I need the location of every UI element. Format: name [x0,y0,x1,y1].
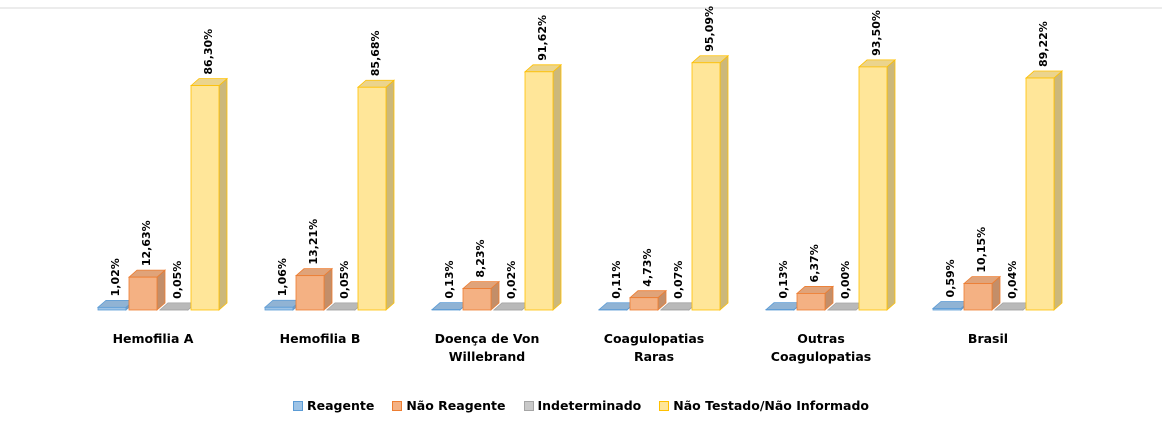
legend-item: Reagente [293,398,374,413]
bar [356,79,396,311]
data-label: 0,05% [171,261,184,299]
x-tick-label: Doença de Von Willebrand [434,331,540,364]
data-label: 0,05% [338,261,351,299]
data-label: 1,06% [276,258,289,296]
bar [690,54,730,311]
legend-swatch [659,400,670,411]
bar [931,300,971,311]
data-label: 0,07% [672,261,685,299]
bar-side [218,77,228,311]
legend-label: Não Testado/Não Informado [673,398,869,413]
data-label: 0,13% [443,260,456,298]
legend-item: Não Reagente [392,398,506,413]
bar-front [357,86,387,311]
bar [523,63,563,311]
bar-side [719,54,729,311]
bar-front [462,288,492,311]
bar [826,302,866,311]
bar [263,299,303,311]
bar [628,289,668,311]
data-label: 13,21% [307,219,320,265]
bar-top [764,302,804,311]
data-label: 1,02% [109,258,122,296]
legend-label: Reagente [307,398,375,413]
data-label: 6,37% [808,244,821,282]
bar-front [264,306,294,311]
bar-front [295,275,325,311]
bar [795,285,835,311]
x-tick-label: Hemofilia B [279,331,361,346]
data-label: 89,22% [1037,21,1050,67]
legend-label: Não Reagente [406,398,506,413]
legend-swatch [392,400,403,411]
data-label: 10,15% [975,227,988,273]
x-tick-label: Hemofilia A [112,331,194,346]
bar [962,275,1002,311]
data-label: 0,00% [839,261,852,299]
data-label: 85,68% [369,30,382,76]
bar-front [629,297,659,311]
bar [597,301,637,311]
data-label: 0,04% [1006,261,1019,299]
bar-front [858,66,888,311]
data-label: 0,13% [777,260,790,298]
bar [325,301,365,311]
bar-top [993,302,1033,311]
bar [993,302,1033,311]
legend-swatch [293,400,304,411]
data-label: 0,59% [944,259,957,297]
bar-top [826,302,866,311]
bar [461,280,501,311]
bar [127,269,167,311]
x-tick-label: Coagulopatias Raras [603,331,705,364]
bar [1024,70,1064,311]
data-label: 95,09% [703,6,716,52]
bar-front [1025,77,1055,311]
bar-front [932,308,962,311]
bar-front [190,85,220,311]
bar-top [659,302,699,311]
data-label: 86,30% [202,29,215,75]
data-label: 4,73% [641,249,654,287]
data-label: 0,02% [505,261,518,299]
bar-top [492,302,532,311]
x-tick-label: Outras Coagulopatias [770,331,872,364]
data-label: 93,50% [870,10,883,56]
bar [189,77,229,311]
legend-swatch [523,400,534,411]
legend: Reagente Não Reagente Indeterminado Não Tes… [0,398,1162,413]
bar [857,59,897,311]
data-label: 8,23% [474,239,487,277]
bar-side [1053,70,1063,311]
legend-item: Indeterminado [523,398,642,413]
data-label: 12,63% [140,220,153,266]
data-label: 91,62% [536,15,549,61]
bar [659,301,699,311]
bar-side [886,59,896,311]
x-tick-label: Brasil [967,331,1009,346]
bar-front [796,293,826,311]
bar-side [552,63,562,311]
legend-item: Não Testado/Não Informado [659,398,869,413]
legend-label: Indeterminado [537,398,642,413]
bar-front [691,62,721,311]
bar [764,301,804,311]
bar [294,267,334,311]
bar-front [128,276,158,311]
bar-front [97,306,127,311]
bar [492,302,532,311]
bar-top [597,302,637,311]
data-label: 0,11% [610,261,623,299]
bar-front [963,283,993,311]
bar-side [385,79,395,311]
bar-front [524,71,554,311]
